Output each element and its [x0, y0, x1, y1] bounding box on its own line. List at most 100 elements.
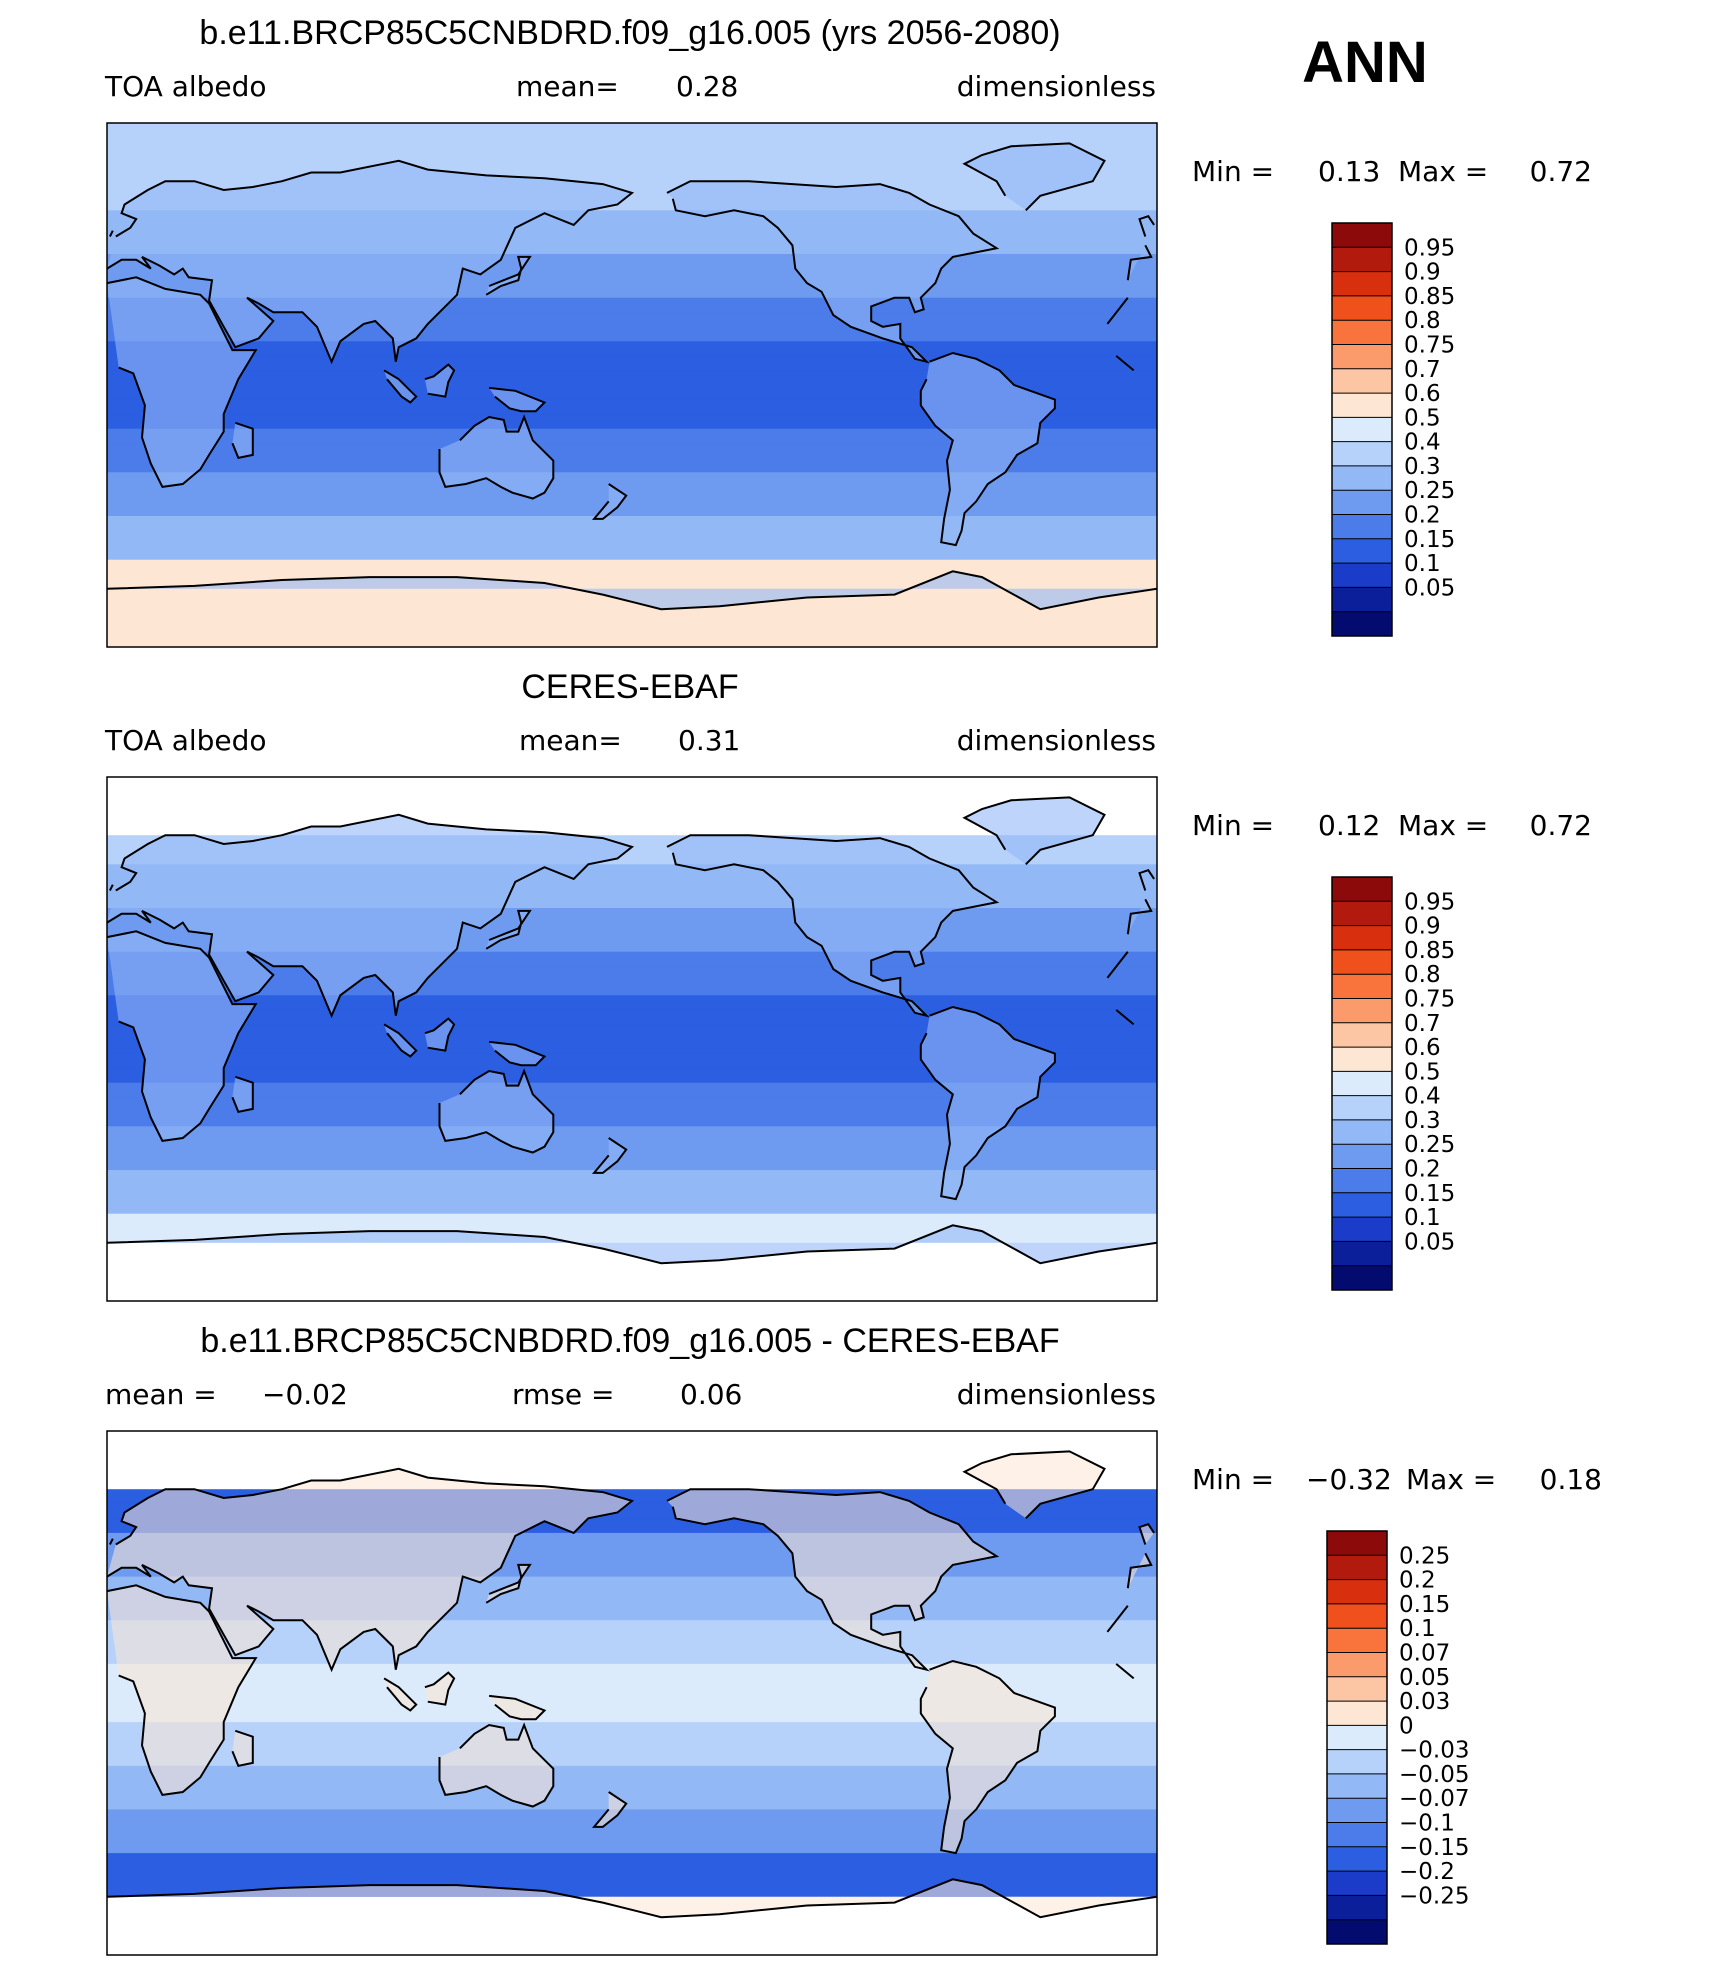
colorbar-tick-label: 0.3: [1404, 1108, 1441, 1134]
max-label: Max =: [1406, 1463, 1496, 1496]
map-frame: [106, 1430, 1158, 1956]
coastline: [106, 1878, 1158, 1919]
max-value: 0.72: [1530, 809, 1592, 842]
contour-band: [107, 370, 1157, 386]
land-fill: [384, 1678, 417, 1711]
land-fill: [489, 1695, 545, 1720]
colorbar-tick-label: −0.25: [1399, 1883, 1469, 1909]
colorbar-swatch: [1327, 1871, 1387, 1896]
variable-label: TOA albedo: [104, 724, 267, 757]
contour-band: [107, 1678, 1157, 1694]
colorbar-tick-label: 0.5: [1404, 405, 1441, 431]
land-fill: [439, 417, 554, 499]
min-value: 0.12: [1318, 809, 1380, 842]
land-fill: [964, 1451, 1105, 1519]
colorbar-tick-label: 0.1: [1404, 1205, 1441, 1231]
colorbar-swatch: [1332, 1047, 1392, 1072]
colorbar-frame: [1331, 222, 1393, 637]
mean-label: mean=: [516, 70, 619, 103]
colorbar-tick-label: 0.07: [1399, 1641, 1450, 1667]
colorbar-tick-label: 0.4: [1404, 430, 1441, 456]
colorbar-swatch: [1332, 344, 1392, 370]
land-fill: [489, 387, 545, 412]
contour-band: [107, 1024, 1157, 1040]
coastline: [488, 1040, 547, 1067]
contour-band: [107, 399, 1157, 415]
colorbar-swatch: [1332, 974, 1392, 999]
coastline: [591, 1137, 628, 1174]
contour-band: [107, 1039, 1157, 1055]
colorbar-swatch: [1332, 1192, 1392, 1218]
contour-band: [107, 1780, 1157, 1796]
colorbar: 0.950.90.850.80.750.70.60.50.40.30.250.2…: [1331, 876, 1455, 1291]
coastline: [919, 1659, 1056, 1855]
contour-band: [107, 1068, 1157, 1084]
contour-band: [107, 1271, 1157, 1288]
coastline: [106, 1467, 1153, 1673]
contour-band: [107, 1431, 1157, 1447]
contour-band: [107, 486, 1157, 503]
colorbar-swatch: [1332, 925, 1392, 951]
colorbar-tick-label: 0.03: [1399, 1689, 1450, 1715]
coastline: [919, 351, 1056, 547]
colorbar-frame: [1331, 876, 1393, 1291]
contour-band: [107, 123, 1157, 139]
land-fill: [489, 1041, 545, 1066]
colorbar-swatch: [1332, 514, 1392, 540]
colorbar-swatch: [1332, 295, 1392, 321]
coastline: [106, 159, 1153, 365]
mean-value: 0.31: [678, 724, 740, 757]
coastline: [109, 215, 1155, 237]
contour-band: [107, 530, 1157, 546]
colorbar-swatch: [1332, 223, 1392, 248]
colorbar-tick-label: 0.25: [1404, 478, 1455, 504]
map-frame: [106, 776, 1158, 1302]
coastline: [231, 1075, 254, 1113]
colorbar-swatch: [1332, 441, 1392, 467]
colorbar-tick-label: 0.4: [1404, 1084, 1441, 1110]
contour-band: [107, 1009, 1157, 1026]
colorbar-tick-label: 0.05: [1404, 575, 1455, 601]
colorbar-tick-label: 0.6: [1404, 381, 1441, 407]
colorbar-swatch: [1332, 1241, 1392, 1267]
colorbar-swatch: [1332, 1119, 1392, 1145]
mean-label: mean =: [105, 1378, 217, 1411]
colorbar-swatch: [1327, 1555, 1387, 1580]
min-label: Min =: [1192, 155, 1274, 188]
coastline: [438, 1722, 555, 1808]
land-fill: [384, 1024, 417, 1057]
colorbar-swatch: [1332, 563, 1392, 588]
contour-band: [107, 1170, 1157, 1186]
coastline: [424, 363, 456, 398]
contour-band: [107, 1445, 1157, 1461]
max-label: Max =: [1398, 155, 1488, 188]
contour-band: [107, 545, 1157, 561]
contour-band: [107, 355, 1157, 372]
coastline: [424, 1017, 456, 1052]
land-fill: [107, 814, 1152, 1016]
colorbar-tick-label: 0.1: [1404, 551, 1441, 577]
contour-band: [107, 1126, 1157, 1142]
colorbar-tick-label: 0.15: [1404, 527, 1455, 553]
coastline: [383, 1677, 418, 1712]
contour-band: [107, 791, 1157, 807]
contour-band: [107, 559, 1157, 575]
map-area: [106, 1430, 1158, 1956]
colorbar-tick-label: 0.2: [1399, 1568, 1436, 1594]
colorbar-tick-label: 0.5: [1404, 1059, 1441, 1085]
contour-band: [107, 1155, 1157, 1171]
units-label: dimensionless: [957, 1378, 1156, 1411]
land-fill: [920, 1661, 1055, 1854]
coastline: [106, 570, 1158, 611]
colorbar-swatch: [1327, 1628, 1387, 1653]
land-fill: [107, 160, 1152, 362]
colorbar-swatch: [1332, 247, 1392, 272]
coastline: [666, 834, 1000, 1018]
colorbar-swatch: [1332, 1071, 1392, 1097]
colorbar-tick-label: 0.9: [1404, 914, 1441, 940]
contour-band: [107, 1460, 1157, 1476]
contour-band: [107, 1867, 1157, 1883]
contour-band: [107, 806, 1157, 822]
colorbar-tick-label: 0.95: [1404, 889, 1455, 915]
land-fill: [107, 571, 1157, 610]
